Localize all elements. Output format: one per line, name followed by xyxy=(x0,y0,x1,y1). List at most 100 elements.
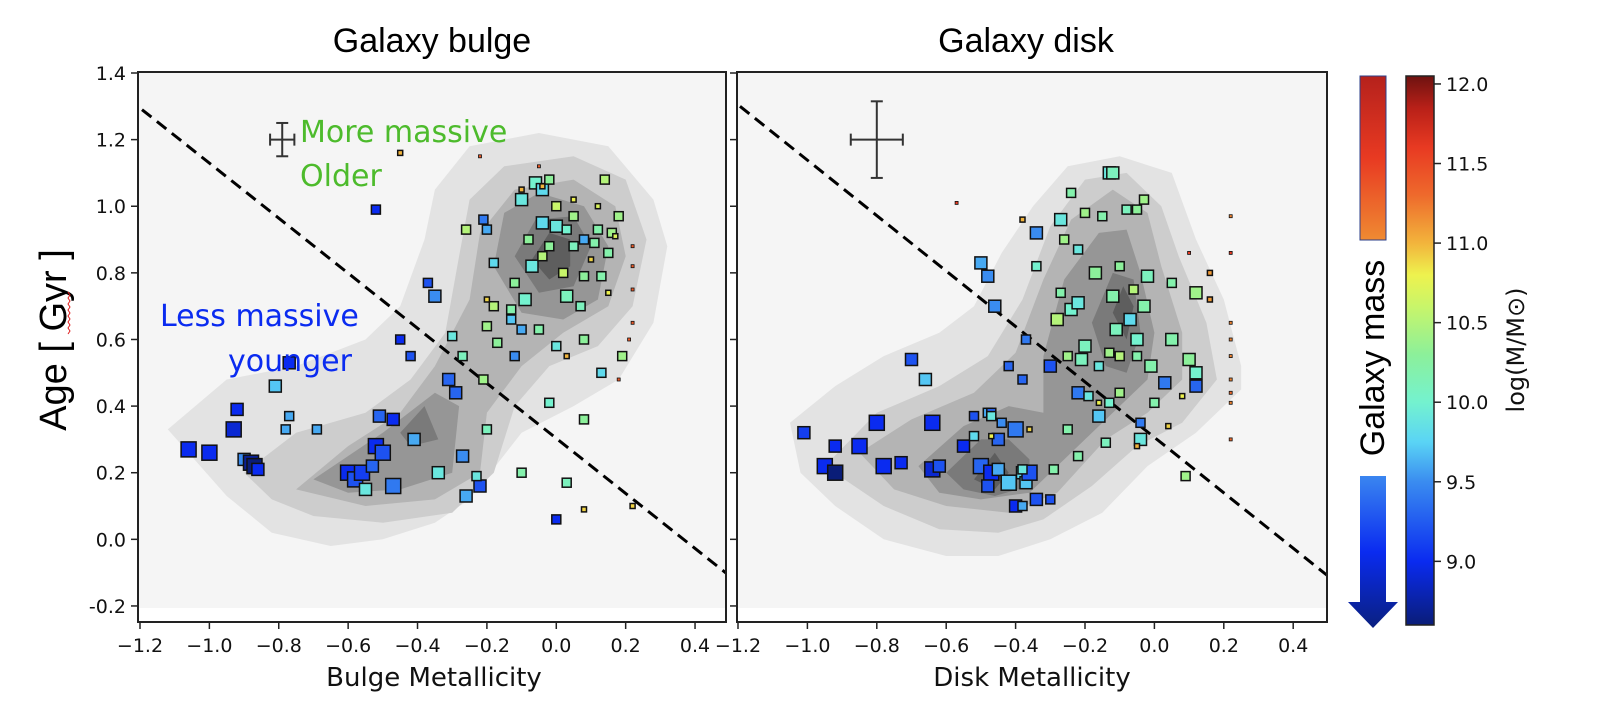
data-point xyxy=(1071,296,1085,310)
data-point xyxy=(1133,442,1141,450)
data-point xyxy=(568,210,579,222)
data-point xyxy=(1007,421,1024,438)
x-tick-label: −0.4 xyxy=(394,635,440,657)
data-point xyxy=(533,324,545,335)
x-tick-label: −1.2 xyxy=(715,635,761,657)
data-point xyxy=(1079,207,1091,219)
y-axis-ticks xyxy=(730,72,737,607)
y-tick-label: 0.0 xyxy=(96,529,126,551)
data-point xyxy=(594,202,602,210)
y-tick-label: 0.8 xyxy=(96,263,126,285)
colorbar-tick-label: 9.5 xyxy=(1446,472,1476,494)
colorbar-gradient xyxy=(1405,75,1435,626)
data-point xyxy=(1053,212,1068,227)
data-point xyxy=(251,462,265,477)
data-point xyxy=(1109,322,1123,337)
data-point xyxy=(1026,426,1033,433)
data-point xyxy=(1114,260,1125,272)
data-point xyxy=(797,425,811,440)
annotation-less-massive: Less massive xyxy=(160,299,359,334)
y-tick-label: 0.2 xyxy=(96,463,126,485)
data-point xyxy=(459,489,473,503)
data-point xyxy=(1114,387,1125,399)
data-point xyxy=(386,412,400,427)
data-point xyxy=(1228,320,1233,325)
data-point xyxy=(1123,312,1137,327)
data-point xyxy=(1228,377,1233,382)
x-tick-label: 0.2 xyxy=(1209,635,1239,657)
data-point xyxy=(616,377,621,382)
data-point xyxy=(561,477,572,488)
data-point xyxy=(268,379,283,393)
x-tick-label: 0.0 xyxy=(1139,635,1169,657)
data-point xyxy=(1166,277,1178,289)
data-point xyxy=(1003,360,1014,372)
data-point xyxy=(441,372,456,387)
data-point xyxy=(1149,397,1160,409)
data-point xyxy=(924,414,941,432)
x-tick-label: −0.4 xyxy=(993,635,1039,657)
data-point xyxy=(580,506,588,513)
colorbar: 9.0 9.5 10.0 10.5 11.0 11.5 12.0 log(M/M⊙) xyxy=(1405,74,1530,626)
x-tick-label: −0.6 xyxy=(923,635,969,657)
error-bar-icon xyxy=(269,121,296,158)
y-tick-label: 1.4 xyxy=(96,63,126,85)
data-point xyxy=(1228,214,1233,219)
data-point xyxy=(514,192,529,207)
data-point xyxy=(599,174,611,185)
x-tick-label: −0.6 xyxy=(325,635,371,657)
data-point xyxy=(384,477,402,495)
data-point xyxy=(592,224,604,235)
data-point xyxy=(394,334,406,345)
y-tick-label: 0.4 xyxy=(96,396,126,418)
data-point xyxy=(460,224,472,235)
data-point xyxy=(1140,269,1155,283)
y-axis-ticks: -0.2 0.0 0.2 0.4 0.6 0.8 1.0 1.2 1.4 xyxy=(89,63,138,618)
data-point xyxy=(516,324,527,335)
data-point xyxy=(630,287,635,292)
data-point xyxy=(1189,366,1203,380)
data-point xyxy=(457,350,468,362)
data-point xyxy=(1106,166,1120,180)
panel-title-disk: Galaxy disk xyxy=(938,22,1115,60)
data-point xyxy=(535,216,550,230)
data-point xyxy=(596,367,607,379)
data-point xyxy=(559,289,574,303)
data-point xyxy=(991,462,1006,477)
data-point xyxy=(428,289,442,303)
data-point xyxy=(518,186,525,193)
colorbar-tick-label: 10.0 xyxy=(1446,392,1488,414)
high-mass-bar xyxy=(1359,75,1387,241)
colorbar-tick-label: 11.0 xyxy=(1446,233,1488,255)
data-point xyxy=(1065,187,1077,199)
data-point xyxy=(1045,494,1056,505)
arrow-down-icon xyxy=(1348,476,1398,628)
y-tick-label: 1.0 xyxy=(96,196,126,218)
y-tick-label: 0.6 xyxy=(96,329,126,351)
data-point xyxy=(968,410,980,422)
x-tick-label: 0.2 xyxy=(611,635,641,657)
data-point xyxy=(575,300,586,312)
data-point xyxy=(1072,450,1084,462)
data-point xyxy=(1074,352,1089,367)
data-point xyxy=(544,397,555,409)
dashed-divider-line xyxy=(739,105,1328,577)
data-point xyxy=(488,257,500,269)
data-point xyxy=(539,183,546,190)
x-tick-label: 0.0 xyxy=(541,635,571,657)
data-point xyxy=(1062,350,1073,362)
data-point xyxy=(612,232,619,240)
data-point xyxy=(1228,390,1233,395)
data-point xyxy=(630,264,635,269)
data-point xyxy=(478,154,482,159)
panel-disk: Galaxy disk −1.2 −1.0 −0.8 −0.6 −0.4 −0.2 0.0 0… xyxy=(715,22,1328,693)
x-axis-label: Disk Metallicity xyxy=(933,663,1130,693)
data-point xyxy=(431,465,446,480)
data-point xyxy=(1083,390,1094,402)
data-point xyxy=(1058,234,1070,245)
data-point xyxy=(518,292,532,307)
data-point xyxy=(570,196,577,203)
scatter-points xyxy=(180,149,636,525)
data-point xyxy=(603,247,614,259)
data-point xyxy=(473,479,487,493)
